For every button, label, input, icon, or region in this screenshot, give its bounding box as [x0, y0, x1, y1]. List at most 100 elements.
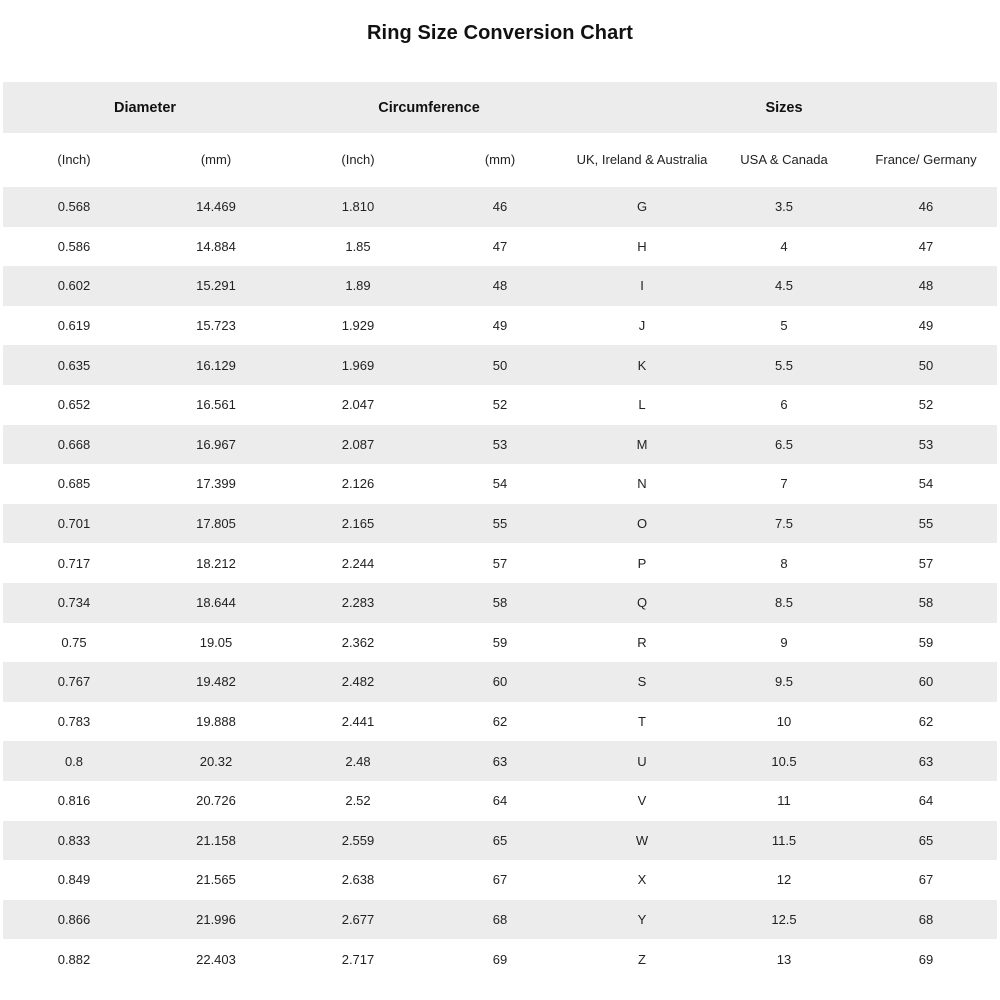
table-cell: 53 [492, 436, 508, 452]
table-cell: 54 [492, 476, 508, 492]
table-cell: G [636, 199, 648, 215]
table-cell: 11 [777, 793, 791, 809]
table-cell: 7 [780, 476, 788, 492]
table-cell: 1.85 [345, 238, 371, 254]
table-cell: 53 [918, 436, 934, 452]
table-cell: 12.5 [771, 911, 797, 927]
table-row: 0.8 20.32 2.48 63 U 10.5 63 [3, 741, 997, 781]
table-cell: 16.561 [196, 397, 236, 413]
table-cell: 49 [492, 318, 508, 334]
table-cell: 59 [492, 634, 508, 650]
table-cell: 50 [492, 357, 508, 373]
table-cell: 2.482 [341, 674, 375, 690]
table-cell: 1.969 [341, 357, 375, 373]
ring-size-conversion-table: Diameter Circumference Sizes (Inch) (mm) (In… [3, 82, 997, 979]
table-cell: 64 [492, 793, 508, 809]
table-row: 0.652 16.561 2.047 52 L 6 52 [3, 384, 997, 425]
table-cell: 0.586 [57, 238, 91, 254]
table-cell: 9 [780, 634, 788, 650]
table-cell: 2.441 [341, 714, 375, 730]
table-row: 0.75 19.05 2.362 59 R 9 59 [3, 622, 997, 663]
table-row: 0.619 15.723 1.929 49 J 5 49 [3, 305, 997, 346]
table-cell: K [637, 357, 647, 373]
table-cell: 58 [492, 595, 508, 611]
table-cell: W [635, 832, 649, 848]
table-cell: 2.244 [341, 555, 375, 571]
table-cell: 0.866 [57, 911, 91, 927]
table-cell: 0.602 [57, 278, 91, 294]
table-cell: 2.283 [341, 595, 375, 611]
table-cell: 22.403 [196, 951, 236, 967]
table-cell: 55 [492, 516, 508, 532]
column-header-mm: (mm) [200, 152, 232, 167]
table-cell: 10.5 [771, 753, 797, 769]
table-cell: 68 [492, 911, 508, 927]
table-cell: 16.129 [196, 357, 236, 373]
table-cell: 47 [918, 238, 934, 254]
table-cell: 60 [918, 674, 934, 690]
table-cell: 46 [492, 199, 508, 215]
table-cell: 69 [492, 951, 508, 967]
table-row: 0.866 21.996 2.677 68 Y 12.5 68 [3, 899, 997, 940]
table-cell: 55 [918, 516, 934, 532]
table-cell: 54 [918, 476, 934, 492]
table-cell: 0.685 [57, 476, 91, 492]
table-row: 0.701 17.805 2.165 55 O 7.5 55 [3, 503, 997, 544]
column-header-row: (Inch) (mm) (Inch) (mm) UK, Ireland & Austra… [3, 133, 997, 187]
table-cell: 21.158 [196, 832, 236, 848]
table-row: 0.849 21.565 2.638 67 X 12 67 [3, 860, 997, 900]
group-header-sizes: Sizes [765, 99, 803, 116]
table-cell: 0.767 [57, 674, 91, 690]
table-cell: 48 [918, 278, 934, 294]
table-cell: S [637, 674, 647, 690]
column-header-inch: (Inch) [57, 152, 91, 167]
table-cell: H [637, 238, 647, 254]
table-cell: 64 [918, 793, 934, 809]
table-cell: 4 [780, 238, 788, 254]
table-cell: 15.723 [196, 318, 236, 334]
table-cell: 63 [492, 753, 508, 769]
group-header-diameter: Diameter [113, 99, 177, 116]
table-cell: 12 [776, 872, 792, 888]
table-cell: X [637, 872, 647, 888]
table-cell: P [637, 555, 647, 571]
table-row: 0.717 18.212 2.244 57 P 8 57 [3, 543, 997, 583]
table-cell: 0.619 [57, 318, 91, 334]
table-cell: 4.5 [774, 278, 794, 294]
table-cell: 0.717 [57, 555, 91, 571]
column-header-uk-ireland-australia: UK, Ireland & Australia [576, 152, 708, 167]
table-cell: 2.638 [341, 872, 375, 888]
table-row: 0.568 14.469 1.810 46 G 3.5 46 [3, 187, 997, 227]
table-row: 0.833 21.158 2.559 65 W 11.5 65 [3, 820, 997, 861]
table-cell: 59 [918, 634, 934, 650]
table-cell: 11.5 [771, 832, 797, 848]
table-cell: 57 [492, 555, 508, 571]
table-cell: R [637, 634, 647, 650]
table-cell: 0.652 [57, 397, 91, 413]
table-cell: M [636, 436, 648, 452]
table-cell: I [640, 278, 644, 294]
table-cell: 57 [918, 555, 934, 571]
table-body: 0.568 14.469 1.810 46 G 3.5 46 0.586 14.884 1.85 4… [3, 187, 997, 979]
table-cell: 3.5 [774, 199, 794, 215]
table-cell: 16.967 [196, 436, 236, 452]
table-cell: 62 [918, 714, 934, 730]
table-row: 0.685 17.399 2.126 54 N 7 54 [3, 464, 997, 504]
table-cell: 65 [918, 832, 934, 848]
table-cell: U [637, 753, 647, 769]
table-cell: 2.126 [341, 476, 375, 492]
column-header-france-germany: France/ Germany [875, 152, 977, 167]
table-cell: 2.047 [341, 397, 375, 413]
table-cell: V [637, 793, 647, 809]
table-cell: 1.929 [341, 318, 375, 334]
table-cell: 1.89 [345, 278, 371, 294]
page-title: Ring Size Conversion Chart [367, 22, 633, 44]
table-cell: 52 [918, 397, 934, 413]
table-cell: 10 [776, 714, 792, 730]
table-cell: 2.717 [341, 951, 375, 967]
table-cell: 14.884 [196, 238, 236, 254]
table-cell: 5 [780, 318, 788, 334]
table-cell: 6.5 [774, 436, 794, 452]
table-cell: 18.212 [196, 555, 236, 571]
